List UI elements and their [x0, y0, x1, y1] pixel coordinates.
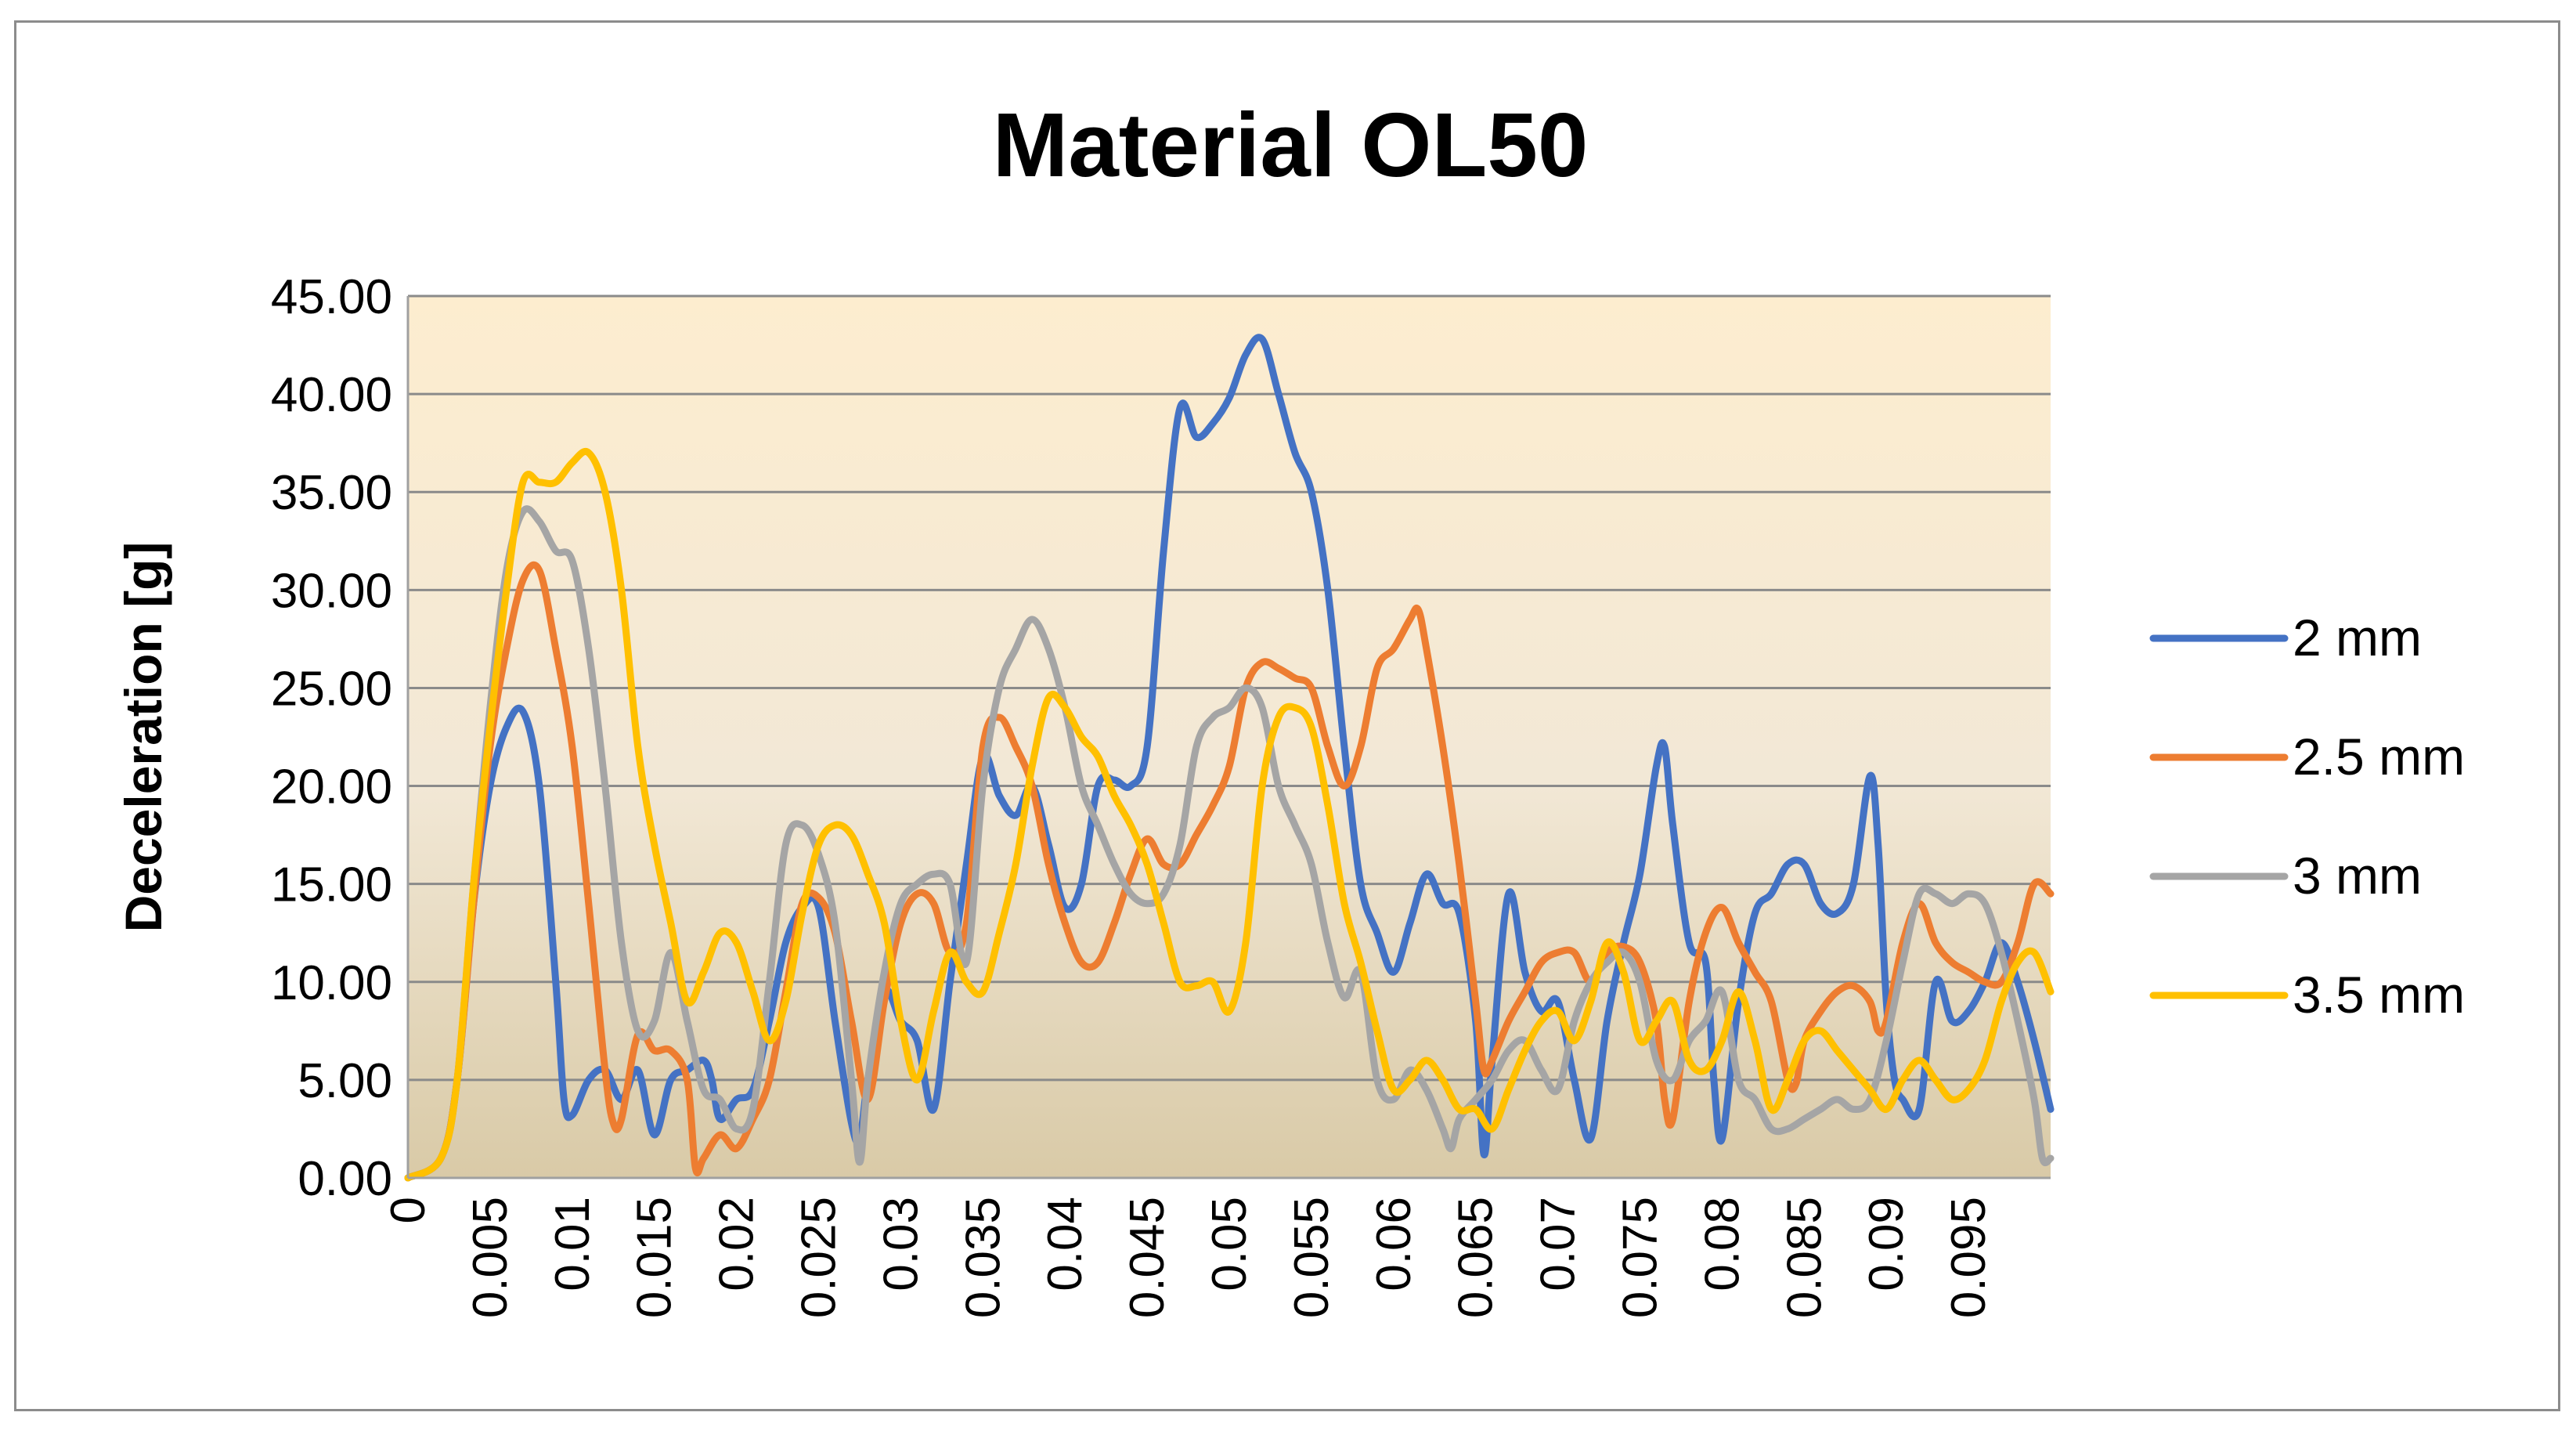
x-tick-label: 0.09	[1860, 1197, 1914, 1291]
series-line-3-5-mm	[404, 448, 2055, 1182]
y-tick-label: 5.00	[298, 1054, 392, 1108]
x-tick-label: 0.075	[1614, 1197, 1668, 1318]
x-tick-label: 0.02	[710, 1197, 764, 1291]
x-tick-label: 0.095	[1942, 1197, 1996, 1318]
x-tick-label: 0.06	[1367, 1197, 1421, 1291]
series-lines	[404, 334, 2055, 1182]
y-tick-labels: 0.00 5.00 10.00 15.00 20.00 25.00 30.00 35.00 40…	[271, 270, 392, 1206]
y-tick-label: 20.00	[271, 760, 392, 815]
series-line-2-mm	[404, 334, 2055, 1182]
x-tick-label: 0.065	[1449, 1197, 1503, 1318]
chart-title: Material OL50	[993, 94, 1589, 196]
x-tick-label: 0.05	[1203, 1197, 1257, 1291]
y-tick-label: 45.00	[271, 270, 392, 324]
legend: 2 mm 2.5 mm 3 mm 3.5 mm	[2149, 609, 2465, 1024]
y-tick-label: 10.00	[271, 956, 392, 1010]
legend-label-3-5-mm: 3.5 mm	[2293, 966, 2465, 1024]
x-tick-label: 0.015	[628, 1197, 682, 1318]
x-tick-label: 0.035	[956, 1197, 1010, 1318]
x-tick-label: 0.08	[1695, 1197, 1749, 1291]
y-tick-label: 25.00	[271, 662, 392, 716]
x-tick-label: 0.085	[1777, 1197, 1831, 1318]
x-tick-label: 0.025	[792, 1197, 846, 1318]
x-tick-label: 0.005	[464, 1197, 518, 1318]
y-tick-label: 30.00	[271, 564, 392, 618]
x-tick-label: 0.055	[1285, 1197, 1339, 1318]
x-tick-labels: 0 0.005 0.01 0.015 0.02 0.025 0.03 0.035 0.04 0.0…	[381, 1197, 1996, 1318]
x-tick-label: 0.07	[1532, 1197, 1586, 1291]
y-tick-label: 15.00	[271, 858, 392, 912]
legend-label-2-mm: 2 mm	[2293, 609, 2422, 666]
series-line-3-mm	[404, 505, 2055, 1182]
x-tick-label: 0.01	[546, 1197, 600, 1291]
y-tick-label: 0.00	[298, 1152, 392, 1206]
axes	[406, 296, 2051, 1179]
legend-label-3-mm: 3 mm	[2293, 847, 2422, 905]
y-tick-label: 35.00	[271, 466, 392, 520]
x-tick-label: 0.03	[874, 1197, 928, 1291]
x-tick-label: 0.04	[1038, 1197, 1092, 1291]
series-line-2-5-mm	[404, 561, 2055, 1182]
x-tick-label: 0	[381, 1197, 435, 1223]
legend-label-2-5-mm: 2.5 mm	[2293, 728, 2465, 786]
x-tick-label: 0.045	[1120, 1197, 1174, 1318]
y-axis-title: Deceleration [g]	[114, 542, 172, 933]
y-tick-label: 40.00	[271, 368, 392, 422]
